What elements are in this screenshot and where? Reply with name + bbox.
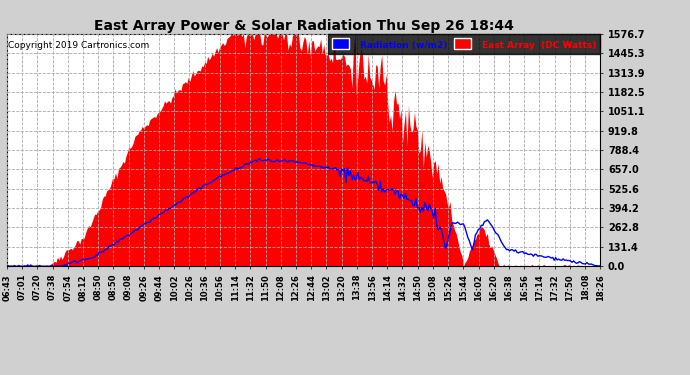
Legend: Radiation (w/m2), East Array  (DC Watts): Radiation (w/m2), East Array (DC Watts) <box>328 34 600 54</box>
Text: Copyright 2019 Cartronics.com: Copyright 2019 Cartronics.com <box>8 41 149 50</box>
Title: East Array Power & Solar Radiation Thu Sep 26 18:44: East Array Power & Solar Radiation Thu S… <box>94 19 513 33</box>
